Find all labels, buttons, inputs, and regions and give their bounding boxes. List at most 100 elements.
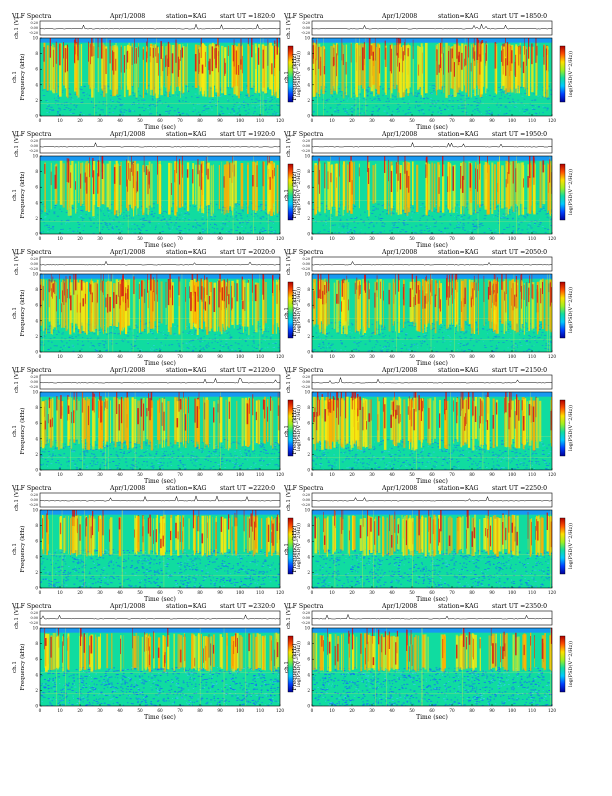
- panel-header-station: station=KAG: [438, 249, 479, 256]
- freq-tick-label: 2: [307, 570, 310, 575]
- panel-header-station: station=KAG: [166, 485, 207, 492]
- time-tick-label: 30: [369, 354, 375, 359]
- panel-header-date: Apr/1/2008: [381, 367, 417, 374]
- time-tick-label: 0: [311, 236, 314, 241]
- time-tick-label: 0: [311, 354, 314, 359]
- time-tick-label: 20: [77, 590, 83, 595]
- time-tick-label: 80: [469, 590, 475, 595]
- freq-tick-label: 10: [33, 154, 39, 159]
- freq-tick-label: 8: [307, 51, 310, 56]
- time-tick-label: 70: [177, 472, 183, 477]
- time-tick-label: 80: [197, 472, 203, 477]
- colorbar: [560, 164, 565, 220]
- colorbar-label: log(PSD(V^2/Hz)): [567, 51, 574, 97]
- panel-header-start: start UT =2020:0: [220, 249, 275, 256]
- ch-axis-label: ch.1 (V): [13, 17, 20, 39]
- ch-axis-label: ch.1 (V): [13, 253, 20, 275]
- freq-tick-label: 4: [307, 672, 310, 677]
- time-tick-label: 90: [217, 236, 223, 241]
- panel-header-date: Apr/1/2008: [109, 249, 145, 256]
- colorbar-label: log(PSD(V^2/Hz)): [567, 287, 574, 333]
- freq-channel-label: ch.1: [12, 425, 18, 437]
- freq-tick-label: 10: [33, 390, 39, 395]
- spectrogram-image: [40, 500, 281, 588]
- freq-channel-label: ch.1: [12, 307, 18, 319]
- freq-tick-label: 6: [35, 67, 38, 72]
- time-tick-label: 90: [217, 590, 223, 595]
- colorbar-label: log(PSD(V^2/Hz)): [567, 169, 574, 215]
- ch-tick-label: 0.00: [30, 26, 38, 30]
- time-axis-label: Time (sec): [416, 714, 448, 721]
- panel-header-start: start UT =2350:0: [492, 603, 547, 610]
- time-tick-label: 40: [117, 118, 123, 123]
- freq-tick-label: 4: [35, 554, 38, 559]
- ch-axis-label: ch.1 (V): [13, 607, 20, 629]
- spectrogram-image: [312, 618, 554, 707]
- time-axis-label: Time (sec): [416, 360, 448, 367]
- time-tick-label: 100: [508, 236, 516, 241]
- time-tick-label: 10: [329, 708, 335, 713]
- freq-tick-label: 8: [35, 523, 38, 528]
- time-tick-label: 0: [311, 118, 314, 123]
- panel-header-start: start UT =2150:0: [492, 367, 547, 374]
- time-tick-label: 10: [329, 236, 335, 241]
- freq-tick-label: 2: [35, 216, 38, 221]
- time-tick-label: 110: [256, 590, 264, 595]
- time-tick-label: 70: [449, 590, 455, 595]
- ch-tick-label: 0.00: [30, 616, 38, 620]
- time-tick-label: 90: [489, 472, 495, 477]
- time-tick-label: 60: [429, 236, 435, 241]
- panel-header-start: start UT =2120:0: [220, 367, 275, 374]
- time-tick-label: 0: [39, 472, 42, 477]
- freq-tick-label: 6: [307, 539, 310, 544]
- time-tick-label: 70: [177, 236, 183, 241]
- ch-tick-label: -0.20: [29, 31, 38, 35]
- time-tick-label: 30: [369, 472, 375, 477]
- panel-header-date: Apr/1/2008: [109, 603, 145, 610]
- time-axis-label: Time (sec): [144, 242, 176, 249]
- freq-tick-label: 6: [35, 185, 38, 190]
- panel-header-date: Apr/1/2008: [109, 367, 145, 374]
- freq-tick-label: 2: [307, 334, 310, 339]
- time-axis-label: Time (sec): [416, 596, 448, 603]
- time-tick-label: 120: [548, 354, 556, 359]
- time-tick-label: 10: [329, 354, 335, 359]
- time-tick-label: 120: [276, 236, 284, 241]
- panel-header-station: station=KAG: [166, 249, 207, 256]
- time-tick-label: 70: [449, 708, 455, 713]
- freq-tick-label: 10: [33, 272, 39, 277]
- freq-tick-label: 4: [307, 436, 310, 441]
- ch-tick-label: 0.20: [302, 375, 310, 379]
- time-tick-label: 120: [548, 472, 556, 477]
- freq-tick-label: 6: [307, 421, 310, 426]
- time-tick-label: 40: [117, 708, 123, 713]
- time-tick-label: 0: [311, 590, 314, 595]
- freq-tick-label: 4: [35, 82, 38, 87]
- ch-tick-label: 0.20: [302, 493, 310, 497]
- freq-tick-label: 4: [307, 82, 310, 87]
- panel-header-date: Apr/1/2008: [109, 485, 145, 492]
- panel-header-station: station=KAG: [438, 485, 479, 492]
- time-tick-label: 110: [256, 118, 264, 123]
- time-tick-label: 70: [177, 354, 183, 359]
- time-tick-label: 50: [409, 236, 415, 241]
- time-tick-label: 60: [157, 472, 163, 477]
- time-tick-label: 80: [469, 118, 475, 123]
- colorbar: [560, 636, 565, 692]
- freq-tick-label: 10: [305, 508, 311, 513]
- time-tick-label: 110: [528, 472, 536, 477]
- freq-tick-label: 8: [307, 641, 310, 646]
- freq-channel-label: ch.1: [12, 189, 18, 201]
- freq-channel-label: ch.1: [12, 543, 18, 555]
- time-tick-label: 20: [77, 354, 83, 359]
- ch-axis-label: ch.1 (V): [285, 17, 292, 39]
- panel-header-start: start UT =1850:0: [492, 13, 547, 20]
- time-tick-label: 80: [469, 472, 475, 477]
- time-tick-label: 90: [217, 472, 223, 477]
- ch-tick-label: 0.20: [302, 257, 310, 261]
- spectrogram-image: [40, 149, 281, 235]
